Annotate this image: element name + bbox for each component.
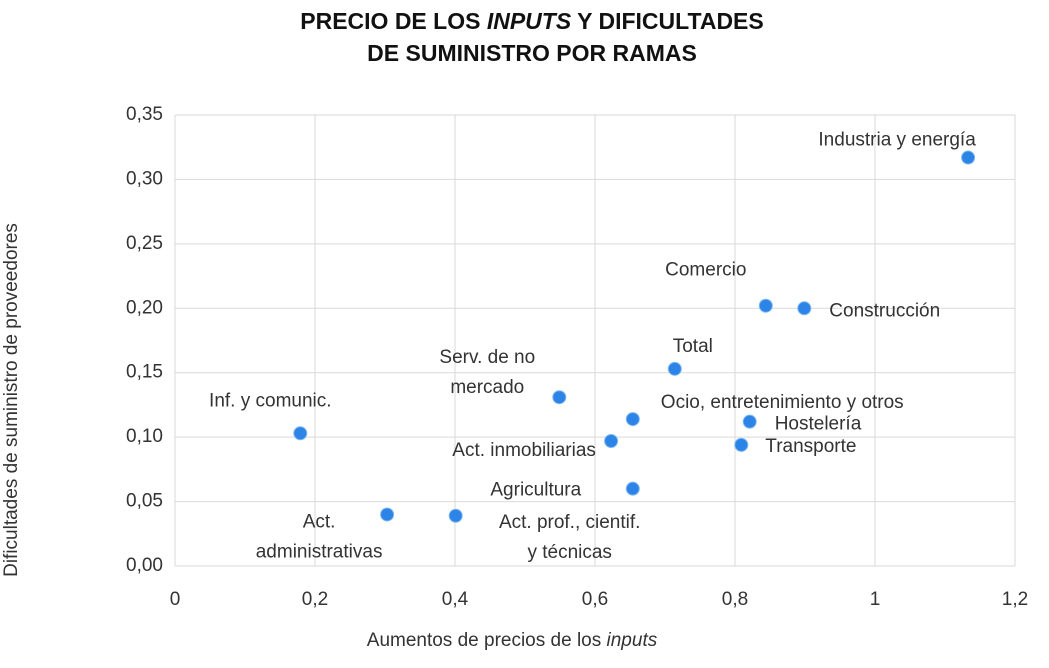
y-tick-label: 0,15 — [126, 362, 163, 383]
x-axis-title: Aumentos de precios de los inputs — [367, 630, 658, 651]
point — [293, 426, 308, 441]
y-tick-label: 0,05 — [126, 491, 163, 512]
point-label: Act. prof., cientif. — [499, 512, 641, 533]
point-label: Comercio — [665, 260, 746, 281]
point — [667, 361, 682, 376]
y-tick-label: 0,25 — [126, 233, 163, 254]
point — [758, 298, 773, 313]
x-tick-label: 0,8 — [722, 589, 748, 610]
point — [742, 414, 757, 429]
point-label: mercado — [450, 377, 524, 398]
point — [797, 301, 812, 316]
point — [625, 412, 640, 427]
x-tick-label: 0,2 — [302, 589, 328, 610]
y-tick-label: 0,30 — [126, 168, 163, 189]
point-label: Serv. de no — [439, 347, 535, 368]
point-label: Hostelería — [775, 414, 862, 435]
point-label: Act. — [303, 511, 336, 532]
point — [604, 434, 619, 449]
x-tick-label: 0,6 — [582, 589, 608, 610]
point — [961, 150, 976, 165]
x-tick-label: 0 — [170, 589, 181, 610]
x-title-part: Aumentos de precios de los — [367, 630, 601, 651]
point — [380, 507, 395, 522]
point — [552, 390, 567, 405]
point-label: Inf. y comunic. — [209, 390, 332, 411]
point-label: Ocio, entretenimiento y otros — [661, 392, 904, 413]
point-label: Construcción — [829, 300, 940, 321]
point — [448, 508, 463, 523]
y-tick-label: 0,00 — [126, 555, 163, 576]
x-title-part: inputs — [607, 630, 658, 651]
title-part: INPUTS — [487, 8, 572, 34]
point-label: Industria y energía — [818, 130, 976, 151]
title-part: Y DIFICULTADES — [577, 8, 764, 34]
point — [625, 481, 640, 496]
point-label: Act. inmobiliarias — [452, 440, 596, 461]
x-tick-label: 0,4 — [442, 589, 469, 610]
chart-title: DE SUMINISTRO POR RAMAS — [367, 40, 697, 66]
chart-title: PRECIO DE LOS INPUTS Y DIFICULTADES — [300, 8, 763, 34]
point-label: administrativas — [256, 541, 383, 562]
title-part: PRECIO DE LOS — [300, 8, 480, 34]
y-axis-title: Dificultades de suministro de proveedore… — [1, 223, 22, 577]
point-label: y técnicas — [527, 542, 611, 563]
point-label: Agricultura — [490, 480, 581, 501]
y-tick-label: 0,20 — [126, 297, 163, 318]
x-tick-label: 1 — [870, 589, 881, 610]
x-tick-label: 1,2 — [1002, 589, 1028, 610]
point-label: Transporte — [765, 436, 856, 457]
y-tick-label: 0,10 — [126, 426, 163, 447]
y-tick-label: 0,35 — [126, 104, 163, 125]
point — [734, 437, 749, 452]
point-label: Total — [673, 336, 713, 357]
